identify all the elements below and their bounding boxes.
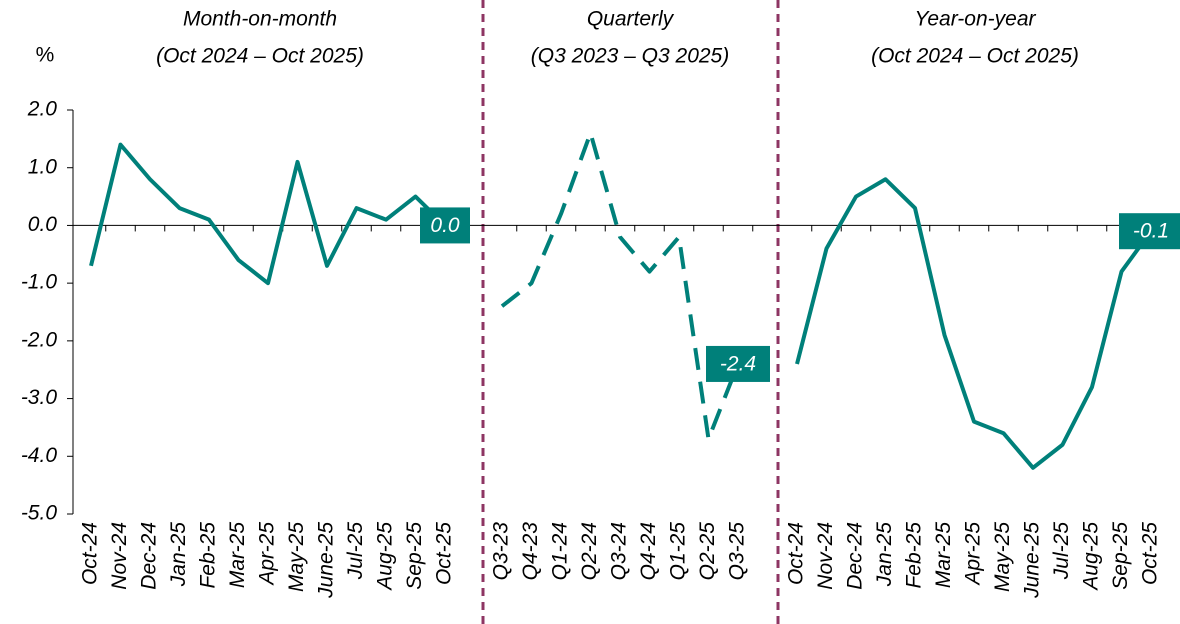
x-tick-label: Q3-23 [490,522,513,581]
y-tick-label: -1.0 [21,271,58,294]
x-tick-label: Apr-25 [256,522,279,587]
x-tick-label: Oct-24 [785,522,808,585]
x-tick-label: Q1-25 [667,522,690,581]
x-tick-label: Oct-25 [433,522,456,585]
data-label-box [420,207,470,244]
data-line [795,177,1153,470]
data-label-text: -0.1 [1133,220,1169,243]
x-tick-label: Sep-25 [403,522,426,590]
data-label: 0.0 [420,207,470,244]
data-label-box [1119,213,1180,250]
x-tick-label: Mar-25 [226,522,249,588]
x-tick-label: Q2-25 [696,522,719,581]
data-line [500,131,740,441]
x-tick-label: June-25 [315,522,338,599]
x-tick-label: Q4-24 [637,522,660,580]
data-label-box [706,345,770,382]
x-tick-label: Q1-24 [549,522,572,580]
x-tick-label: Dec-24 [138,522,161,590]
x-tick-label: Sep-25 [1109,522,1132,590]
data-label-text: 0.0 [430,214,460,237]
y-tick-label: -5.0 [21,502,58,525]
panel-subtitle: (Oct 2024 – Oct 2025) [156,45,364,68]
y-tick-label: -2.0 [21,328,58,351]
x-tick-label: Q3-24 [608,522,631,580]
x-tick-label: Jan-25 [167,522,190,588]
panel-subtitle: (Oct 2024 – Oct 2025) [871,45,1079,68]
data-line [89,142,447,286]
x-tick-label: Q3-25 [726,522,749,581]
x-tick-label: Jul-25 [1050,522,1073,581]
data-label: -0.1 [1119,213,1180,250]
x-tick-label: June-25 [1021,522,1044,599]
panel-subtitle: (Q3 2023 – Q3 2025) [531,45,729,68]
y-tick-label: 1.0 [28,155,58,178]
x-tick-label: Aug-25 [374,522,397,592]
panel-title: Year-on-year [914,8,1036,31]
y-axis-label: % [36,44,55,67]
y-tick-label: 2.0 [27,98,58,121]
x-tick-label: Feb-25 [197,522,220,589]
data-label-text: -2.4 [720,352,756,375]
x-tick-label: Feb-25 [903,522,926,589]
panel-title: Quarterly [587,8,675,31]
x-tick-label: May-25 [991,522,1014,592]
x-tick-label: Oct-25 [1139,522,1162,585]
x-tick-label: Q4-23 [519,522,542,581]
x-tick-label: Dec-24 [844,522,867,590]
x-tick-label: Q2-24 [578,522,601,580]
x-tick-label: Jan-25 [873,522,896,588]
y-tick-label: 0.0 [28,213,58,236]
y-tick-label: -4.0 [21,444,58,467]
panel-title: Month-on-month [183,8,337,31]
x-tick-label: Apr-25 [962,522,985,587]
x-tick-label: May-25 [285,522,308,592]
x-tick-label: Jul-25 [344,522,367,581]
x-tick-label: Nov-24 [108,522,131,590]
data-label: -2.4 [706,345,770,382]
x-tick-label: Nov-24 [814,522,837,590]
x-tick-label: Mar-25 [932,522,955,588]
y-tick-label: -3.0 [21,386,58,409]
x-tick-label: Oct-24 [79,522,102,585]
x-tick-label: Aug-25 [1080,522,1103,592]
